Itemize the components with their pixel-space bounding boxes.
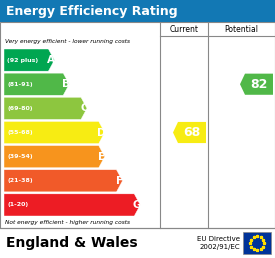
Bar bbox=[243, 232, 271, 254]
Text: Current: Current bbox=[169, 25, 199, 34]
Text: Potential: Potential bbox=[224, 25, 258, 34]
Polygon shape bbox=[4, 73, 69, 95]
Text: E: E bbox=[98, 152, 105, 162]
Text: (21-38): (21-38) bbox=[7, 178, 33, 183]
Text: 68: 68 bbox=[183, 126, 201, 139]
Text: Energy Efficiency Rating: Energy Efficiency Rating bbox=[6, 4, 178, 18]
Text: A: A bbox=[47, 55, 55, 65]
Text: Very energy efficient - lower running costs: Very energy efficient - lower running co… bbox=[5, 39, 130, 44]
Text: (81-91): (81-91) bbox=[7, 82, 33, 87]
Polygon shape bbox=[4, 194, 140, 216]
Text: (55-68): (55-68) bbox=[7, 130, 33, 135]
Text: England & Wales: England & Wales bbox=[6, 236, 138, 250]
Text: F: F bbox=[116, 176, 123, 186]
Text: (92 plus): (92 plus) bbox=[7, 58, 38, 63]
Polygon shape bbox=[4, 49, 54, 71]
Text: D: D bbox=[97, 127, 106, 138]
Text: G: G bbox=[133, 200, 142, 210]
Polygon shape bbox=[240, 74, 273, 95]
Text: C: C bbox=[80, 103, 88, 113]
Text: (39-54): (39-54) bbox=[7, 154, 33, 159]
Text: B: B bbox=[62, 79, 70, 89]
Text: EU Directive: EU Directive bbox=[197, 236, 240, 242]
Polygon shape bbox=[173, 122, 206, 143]
Text: 82: 82 bbox=[250, 78, 268, 91]
Text: (1-20): (1-20) bbox=[7, 203, 28, 207]
Polygon shape bbox=[4, 97, 87, 119]
Text: (69-80): (69-80) bbox=[7, 106, 32, 111]
Bar bbox=[0, 22, 275, 228]
Polygon shape bbox=[4, 146, 105, 168]
Bar bbox=[0, 0, 275, 22]
Polygon shape bbox=[4, 170, 122, 192]
Polygon shape bbox=[4, 122, 105, 143]
Text: Not energy efficient - higher running costs: Not energy efficient - higher running co… bbox=[5, 220, 130, 225]
Text: 2002/91/EC: 2002/91/EC bbox=[199, 244, 240, 250]
